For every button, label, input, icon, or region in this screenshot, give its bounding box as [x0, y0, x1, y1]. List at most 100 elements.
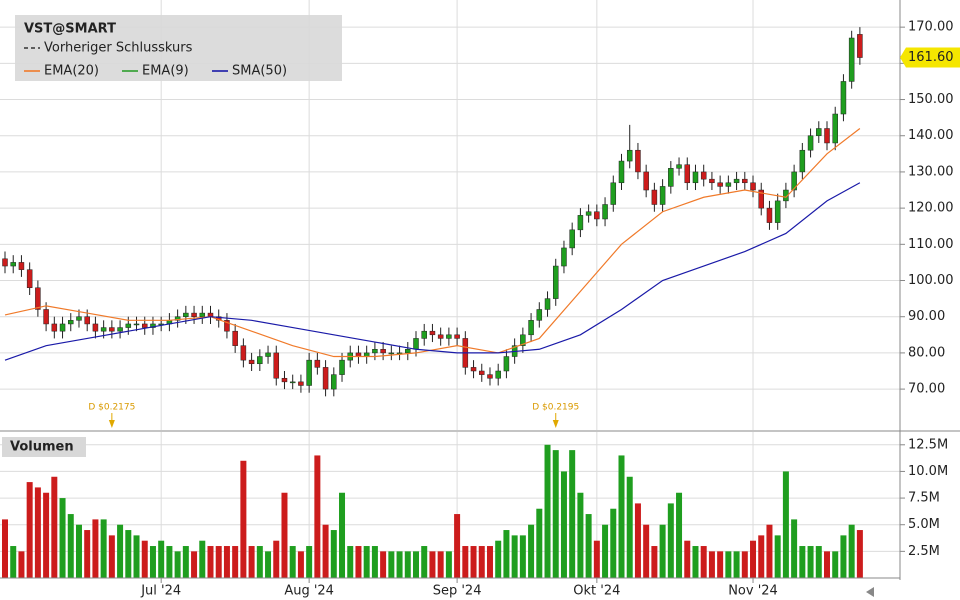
volume-bar — [10, 546, 17, 578]
candle-body — [692, 171, 699, 184]
candle-body — [544, 298, 551, 310]
candle-body — [150, 323, 156, 328]
candle-body — [495, 370, 501, 379]
candle-body — [816, 128, 822, 136]
volume-bar — [643, 524, 650, 578]
candle-body — [437, 334, 444, 339]
volume-bar — [59, 498, 66, 578]
legend-label: Vorheriger Schlusskurs — [44, 41, 193, 56]
volume-bar — [256, 546, 263, 578]
dividend-label: D $0.2195 — [532, 403, 579, 413]
candle-body — [791, 171, 797, 191]
volume-bar — [840, 535, 847, 578]
volume-bar — [577, 492, 584, 578]
candle-body — [133, 323, 140, 326]
volume-bar — [824, 551, 830, 578]
volume-bar — [454, 514, 461, 578]
candle-body — [35, 287, 41, 310]
candle-body — [100, 327, 107, 332]
volume-bar — [495, 540, 502, 578]
candle-body — [174, 316, 181, 321]
volume-bar — [618, 455, 625, 578]
x-tick-label: Jul '24 — [140, 584, 181, 599]
candle-body — [668, 168, 674, 187]
legend-box — [15, 15, 342, 81]
candle-body — [18, 262, 25, 270]
volume-bar — [593, 540, 600, 578]
volume-bar — [462, 546, 469, 578]
candle-body — [331, 374, 337, 390]
volume-bar — [223, 546, 230, 578]
y-tick-label: 10.0M — [908, 464, 948, 479]
volume-bar — [207, 546, 214, 578]
x-tick-label: Okt '24 — [573, 584, 620, 599]
legend-label: SMA(50) — [232, 64, 287, 79]
volume-bar — [503, 530, 510, 578]
candle-body — [848, 37, 855, 82]
volume-bar — [782, 471, 789, 578]
volume-bar — [18, 551, 25, 578]
volume-bar — [240, 460, 247, 578]
candle-body — [306, 359, 312, 386]
volume-bar — [560, 471, 567, 578]
candle-body — [199, 312, 206, 317]
dividend-arrow — [552, 420, 559, 428]
volume-bar — [158, 540, 165, 578]
volume-bar — [610, 508, 617, 578]
volume-bar — [388, 551, 395, 578]
candle-body — [766, 207, 773, 223]
volume-bar — [371, 546, 378, 578]
candle-body — [224, 320, 230, 332]
volume-bar — [741, 551, 748, 578]
candle-body — [322, 367, 329, 390]
candle-body — [2, 258, 8, 267]
candle-body — [479, 370, 485, 375]
volume-bar — [700, 546, 707, 578]
candle-body — [141, 323, 148, 328]
volume-bar — [67, 514, 74, 578]
dividend-arrow — [108, 420, 115, 428]
volume-bar — [848, 524, 855, 578]
volume-bar — [380, 551, 387, 578]
candle-body — [577, 215, 584, 231]
volume-bar — [330, 530, 337, 578]
volume-bar — [832, 551, 839, 578]
volume-bar — [232, 546, 239, 578]
volume-bar — [117, 524, 124, 578]
candle-body — [10, 262, 16, 267]
candle-body — [380, 349, 386, 354]
y-tick-label: 170.00 — [908, 20, 954, 35]
y-tick-label: 100.00 — [908, 273, 954, 288]
candle-body — [626, 149, 633, 162]
candle-body — [117, 327, 123, 332]
volume-bar — [676, 492, 683, 578]
legend-label: EMA(9) — [142, 64, 189, 79]
y-tick-label: 12.5M — [908, 437, 948, 452]
volume-bar — [807, 546, 814, 578]
scroll-arrow[interactable] — [866, 587, 874, 597]
candle-body — [446, 334, 452, 339]
indicator-line — [4, 182, 861, 361]
volume-bar — [289, 546, 296, 578]
y-tick-label: 120.00 — [908, 201, 954, 216]
y-tick-label: 150.00 — [908, 92, 954, 107]
volume-bar — [265, 551, 272, 578]
y-tick-label: 7.5M — [908, 491, 940, 506]
candle-body — [594, 211, 600, 220]
candle-body — [536, 309, 543, 321]
volume-bar — [125, 530, 132, 578]
volume-bar — [26, 482, 33, 578]
candle-body — [298, 381, 304, 386]
volume-bar — [339, 492, 346, 578]
candle-body — [248, 359, 255, 365]
candle-body — [59, 323, 66, 332]
volume-bar — [758, 535, 765, 578]
candle-body — [470, 367, 477, 372]
candle-body — [240, 345, 247, 361]
volume-bar — [856, 530, 863, 578]
candle-body — [807, 135, 814, 151]
volume-bar — [297, 551, 304, 578]
candle-body — [774, 200, 781, 223]
volume-bar — [486, 546, 493, 578]
